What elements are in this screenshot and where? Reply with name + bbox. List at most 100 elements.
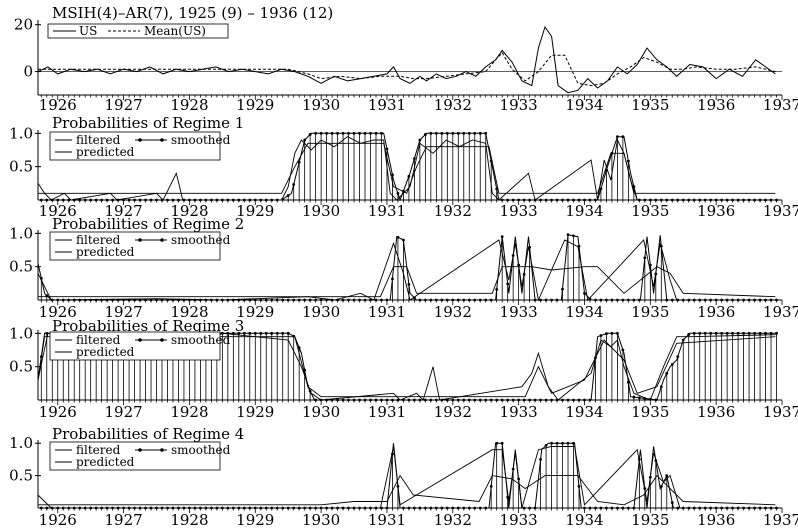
x-tick-label: 1933 bbox=[500, 303, 538, 321]
x-tick-label: 1934 bbox=[565, 202, 603, 220]
x-tick-label: 1928 bbox=[170, 96, 208, 114]
smoothed-point bbox=[775, 198, 778, 202]
x-tick-label: 1931 bbox=[368, 303, 406, 321]
y-tick-label: 0.5 bbox=[9, 358, 33, 376]
legend-label-filtered: filtered bbox=[76, 333, 121, 347]
panel-title: MSIH(4)–AR(7), 1925 (9) – 1936 (12) bbox=[52, 4, 333, 22]
smoothed-point bbox=[775, 331, 778, 335]
x-tick-label: 1931 bbox=[368, 202, 406, 220]
panel-3: 0.5 1.0 1926 1927 1928 1929 1930 1931 1932 1933 19… bbox=[9, 215, 798, 321]
x-tick-label: 1937 bbox=[763, 202, 798, 220]
y-tick-label: 1.0 bbox=[9, 224, 33, 242]
panel-5: 0.5 1.0 1926 1927 1928 1929 1930 1931 1932 1933 19… bbox=[9, 425, 798, 528]
x-tick-label: 1929 bbox=[236, 403, 274, 421]
x-tick-label: 1932 bbox=[434, 403, 472, 421]
x-tick-label: 1928 bbox=[170, 202, 208, 220]
x-tick-label: 1930 bbox=[302, 202, 340, 220]
y-tick-label: 1.0 bbox=[9, 434, 33, 452]
x-tick-label: 1929 bbox=[236, 511, 274, 528]
x-tick-label: 1930 bbox=[302, 403, 340, 421]
legend-label-filtered: filtered bbox=[76, 443, 121, 457]
legend-label-filtered: filtered bbox=[76, 233, 121, 247]
legend-label-us: US bbox=[79, 24, 97, 38]
x-tick-label: 1926 bbox=[39, 96, 77, 114]
legend-label-smoothed: smoothed bbox=[171, 443, 231, 457]
x-tick-label: 1933 bbox=[500, 403, 538, 421]
legend-label-filtered: filtered bbox=[76, 133, 121, 147]
panel-1: 0 20 1926 1927 1928 1929 1930 1931 1932 1933 1934 1… bbox=[14, 4, 798, 114]
x-tick-label: 1937 bbox=[763, 511, 798, 528]
x-tick-label: 1932 bbox=[434, 511, 472, 528]
x-tick-label: 1926 bbox=[39, 303, 77, 321]
x-tick-label: 1937 bbox=[763, 96, 798, 114]
x-tick-label: 1934 bbox=[565, 511, 603, 528]
x-tick-label: 1931 bbox=[368, 511, 406, 528]
series-line-filtered bbox=[37, 239, 776, 302]
x-tick-label: 1936 bbox=[697, 96, 735, 114]
legend-label-smoothed: smoothed bbox=[171, 233, 231, 247]
y-tick-label: 0 bbox=[23, 63, 33, 81]
x-tick-label: 1927 bbox=[104, 96, 142, 114]
x-tick-label: 1928 bbox=[170, 511, 208, 528]
x-tick-label: 1930 bbox=[302, 303, 340, 321]
legend-marker-smoothed bbox=[160, 138, 164, 142]
x-tick-label: 1935 bbox=[631, 96, 669, 114]
series-line-filtered bbox=[37, 446, 776, 509]
panel-title: Probabilities of Regime 2 bbox=[52, 215, 244, 233]
x-tick-label: 1936 bbox=[697, 403, 735, 421]
legend-marker-smoothed bbox=[160, 238, 164, 242]
x-tick-label: 1931 bbox=[368, 96, 406, 114]
legend-box bbox=[49, 131, 221, 161]
x-tick-label: 1935 bbox=[631, 511, 669, 528]
legend-label-predicted: predicted bbox=[76, 245, 135, 259]
legend-box bbox=[49, 441, 221, 471]
smoothed-point bbox=[775, 506, 778, 510]
series-line-predicted bbox=[37, 336, 776, 398]
legend-label-predicted: predicted bbox=[76, 145, 135, 159]
series-line-mean-us bbox=[38, 51, 776, 87]
x-tick-label: 1935 bbox=[631, 403, 669, 421]
x-tick-label: 1936 bbox=[697, 303, 735, 321]
x-tick-label: 1936 bbox=[697, 511, 735, 528]
series-line-predicted bbox=[38, 142, 776, 194]
series-line-smoothed bbox=[38, 132, 776, 202]
y-tick-label: 0.5 bbox=[9, 258, 33, 276]
x-tick-label: 1928 bbox=[170, 403, 208, 421]
x-tick-label: 1932 bbox=[434, 303, 472, 321]
legend-box bbox=[49, 331, 221, 361]
legend-marker-smoothed bbox=[138, 338, 142, 342]
x-tick-label: 1936 bbox=[697, 202, 735, 220]
x-tick-label: 1930 bbox=[302, 96, 340, 114]
panel-2: 0.5 1.0 1926 1927 1928 1929 1930 1931 1932 1933 19… bbox=[9, 114, 798, 220]
x-tick-label: 1927 bbox=[104, 403, 142, 421]
x-tick-label: 1929 bbox=[236, 202, 274, 220]
panel-title: Probabilities of Regime 4 bbox=[52, 425, 244, 443]
y-tick-label: 1.0 bbox=[9, 324, 33, 342]
x-tick-label: 1933 bbox=[500, 202, 538, 220]
legend-marker-smoothed bbox=[138, 138, 142, 142]
y-tick-label: 0.5 bbox=[9, 467, 33, 485]
panel-4: 0.5 1.0 1926 1927 1928 1929 1930 1931 1932 1933 19… bbox=[9, 317, 798, 421]
y-tick-label: 1.0 bbox=[9, 124, 33, 142]
x-tick-label: 1934 bbox=[565, 96, 603, 114]
legend-marker-smoothed bbox=[160, 338, 164, 342]
x-tick-label: 1927 bbox=[104, 303, 142, 321]
panel-title: Probabilities of Regime 1 bbox=[52, 114, 244, 132]
legend-label-predicted: predicted bbox=[76, 345, 135, 359]
x-tick-label: 1937 bbox=[763, 403, 798, 421]
legend-label-predicted: predicted bbox=[76, 455, 135, 469]
legend-label-mean: Mean(US) bbox=[144, 24, 206, 38]
x-tick-label: 1926 bbox=[39, 202, 77, 220]
x-tick-label: 1929 bbox=[236, 96, 274, 114]
x-tick-label: 1927 bbox=[104, 202, 142, 220]
legend-marker-smoothed bbox=[138, 448, 142, 452]
x-tick-label: 1928 bbox=[170, 303, 208, 321]
x-tick-label: 1933 bbox=[500, 96, 538, 114]
panel-title: Probabilities of Regime 3 bbox=[52, 317, 244, 335]
x-tick-label: 1935 bbox=[631, 202, 669, 220]
smoothed-point bbox=[775, 298, 778, 302]
x-tick-label: 1934 bbox=[565, 403, 603, 421]
x-tick-label: 1926 bbox=[39, 403, 77, 421]
x-tick-label: 1932 bbox=[434, 202, 472, 220]
